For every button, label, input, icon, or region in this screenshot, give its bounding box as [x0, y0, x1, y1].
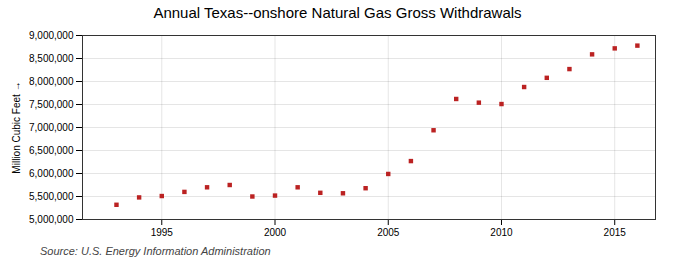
svg-text:Million Cubic Feet →: Million Cubic Feet →: [11, 81, 22, 173]
svg-text:9,000,000: 9,000,000: [29, 30, 74, 41]
svg-text:2005: 2005: [377, 227, 400, 238]
svg-text:7,500,000: 7,500,000: [29, 99, 74, 110]
svg-text:2010: 2010: [490, 227, 513, 238]
svg-text:1995: 1995: [151, 227, 174, 238]
svg-text:6,000,000: 6,000,000: [29, 168, 74, 179]
svg-text:7,000,000: 7,000,000: [29, 122, 74, 133]
html-text:Annual Texas--onshore Natural: Annual Texas--onshore Natural Gas Gross …: [153, 4, 522, 21]
svg-text:8,500,000: 8,500,000: [29, 53, 74, 64]
svg-text:6,500,000: 6,500,000: [29, 145, 74, 156]
svg-text:5,500,000: 5,500,000: [29, 191, 74, 202]
svg-text:5,000,000: 5,000,000: [29, 214, 74, 225]
svg-text:2000: 2000: [264, 227, 287, 238]
html-text:Source: U.S. Energy Informatio: Source: U.S. Energy Information Administ…: [40, 245, 271, 257]
svg-text:2015: 2015: [604, 227, 627, 238]
svg-text:8,000,000: 8,000,000: [29, 76, 74, 87]
